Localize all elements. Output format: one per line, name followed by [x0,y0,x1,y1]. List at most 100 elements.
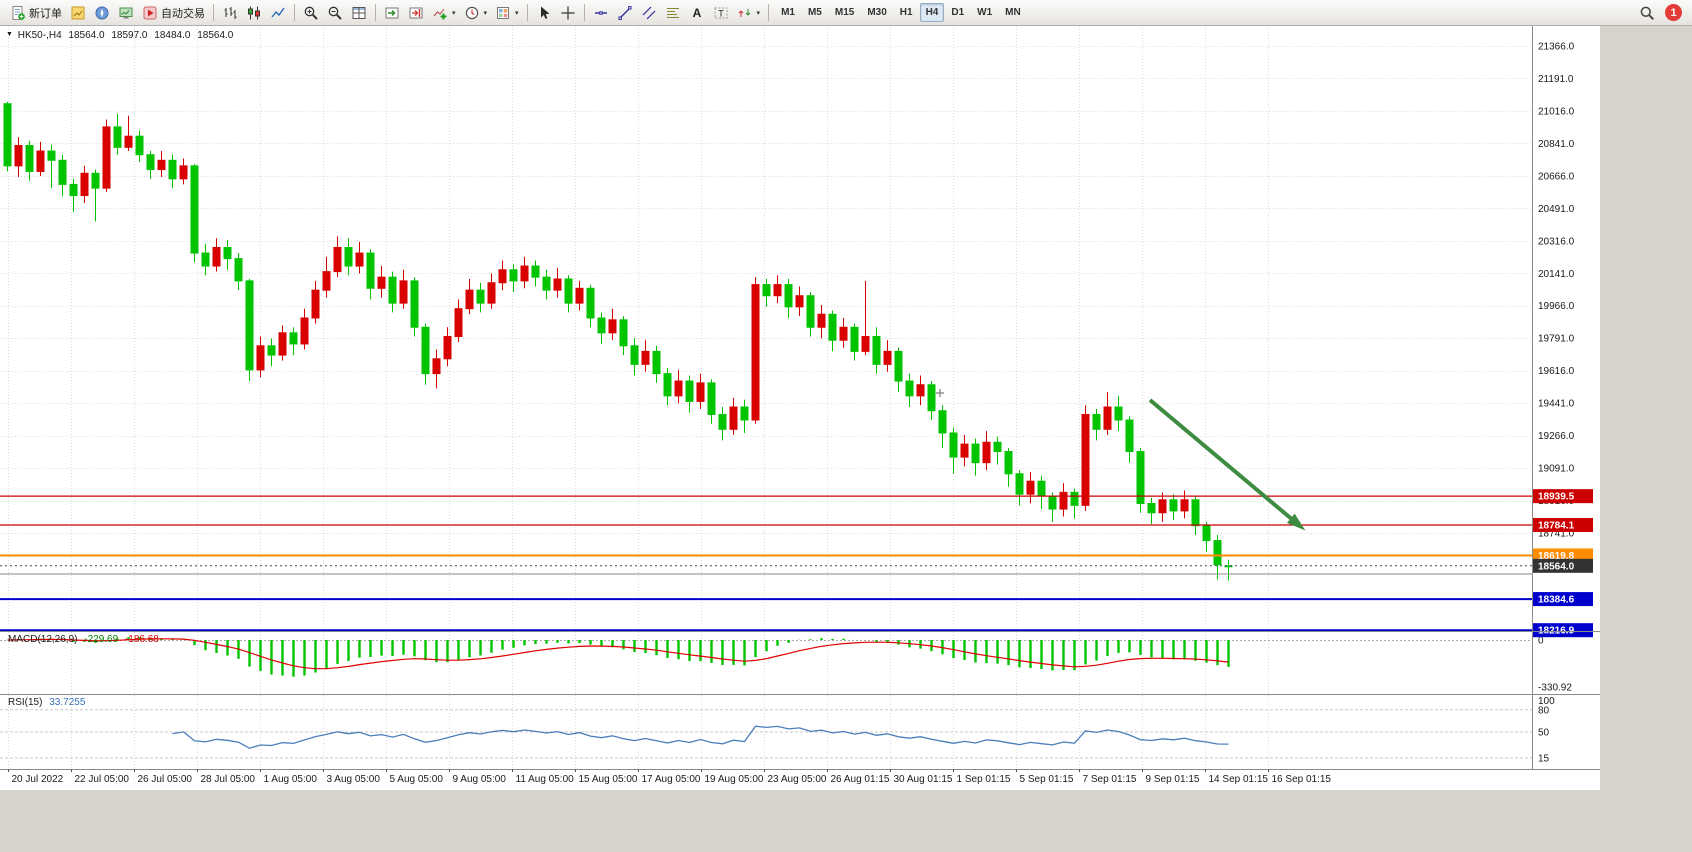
line-chart-button[interactable] [266,2,290,23]
time-axis[interactable]: 20 Jul 2022 22 Jul 05:00 26 Jul 05:00 28 Ju… [8,769,1332,785]
cursor-button[interactable] [532,2,556,23]
toolbar-separator [375,4,376,21]
timeframe-d1[interactable]: D1 [951,7,965,18]
navigator-icon [94,5,110,21]
indicators-button[interactable]: ▾ [428,2,460,23]
svg-text:50: 50 [1538,728,1550,739]
search-button[interactable] [1635,2,1659,23]
candle-body [509,269,518,282]
notification-badge[interactable]: 1 [1665,4,1682,21]
price-axis[interactable] [1533,26,1600,790]
price-badge [1533,623,1593,638]
templates-button[interactable]: ▾ [491,2,523,23]
candlesticks[interactable] [3,101,1233,581]
timeframe-m5[interactable]: M5 [807,7,822,18]
channel-button[interactable] [637,2,661,23]
crosshair-button[interactable] [556,2,580,23]
new-order-button[interactable]: 新订单 [6,2,66,23]
tile-windows-button[interactable] [347,2,371,23]
zoom-out-button[interactable] [323,2,347,23]
candle-body [102,126,111,189]
candle-body [146,154,155,171]
candle-body [14,144,23,167]
new-order-label: 新订单 [29,7,62,20]
candle-body [1048,495,1057,510]
grid-lines [0,26,1532,769]
market-watch-button[interactable] [66,2,90,23]
collapse-arrow-icon[interactable]: ▼ [6,31,13,38]
text-label-button[interactable]: T [709,2,733,23]
fibonacci-button[interactable] [661,2,685,23]
time-label: 7 Sep 01:15 [1083,774,1137,785]
candle-body [542,276,551,291]
timeframe-h4[interactable]: H4 [919,3,945,22]
navigator-button[interactable] [90,2,114,23]
candle-body [1103,406,1112,430]
timeframe-m30[interactable]: M30 [867,7,887,18]
horizontal-line-button[interactable] [589,2,613,23]
candle-body [366,252,375,289]
candle-body [652,350,661,375]
macd-value-signal: -186.68 [124,634,159,645]
candle-body [905,380,914,397]
candle-body [1125,419,1134,453]
rsi-label: RSI(15) 33.7255 [8,697,89,708]
zoom-in-button[interactable] [299,2,323,23]
arrows-button[interactable]: ▾ [733,2,765,23]
macd-histogram [17,637,1230,677]
cross-marker[interactable] [936,389,944,397]
timeframe-h1[interactable]: H1 [899,7,913,18]
arrow-head-icon [1286,513,1306,531]
timeframe-m15[interactable]: M15 [834,7,855,18]
svg-text:A: A [692,6,701,20]
ohlc-high: 18597.0 [111,30,148,41]
candle-body [949,432,958,458]
chevron-down-icon: ▾ [483,9,488,17]
candle-body [179,165,188,180]
candle-body [344,246,353,267]
text-tool-button[interactable]: A [685,2,709,23]
timeframe-mn[interactable]: MN [1005,7,1021,18]
svg-text:21366.0: 21366.0 [1538,42,1575,53]
auto-scroll-button[interactable] [380,2,404,23]
auto-trading-label: 自动交易 [161,7,205,20]
timeframe-m1[interactable]: M1 [781,7,795,18]
trendline-button[interactable] [613,2,637,23]
candle-body [47,150,56,161]
periods-button[interactable]: ▾ [460,2,492,23]
chart-canvas[interactable]: 21366.0 21191.0 21016.0 20841.0 20666.0 20491… [0,26,1600,790]
candle-body [432,358,441,375]
terminal-button[interactable] [114,2,138,23]
chevron-down-icon: ▾ [452,9,456,17]
candle-body [1070,491,1079,506]
candle-body [487,282,496,304]
svg-text:21191.0: 21191.0 [1538,74,1574,85]
candle-body [564,278,573,304]
chart-shift-button[interactable] [404,2,428,23]
time-label: 30 Aug 01:15 [894,774,953,785]
candlestick-chart-button[interactable] [242,2,266,23]
trend-arrow[interactable] [1148,398,1306,531]
candle-body [421,326,430,375]
search-icon [1639,5,1655,21]
svg-text:80: 80 [1538,705,1550,716]
bar-chart-button[interactable] [218,2,242,23]
candle-body [773,284,782,297]
candle-body [894,350,903,382]
auto-trading-button[interactable]: 自动交易 [138,2,209,23]
svg-text:19266.0: 19266.0 [1538,431,1575,442]
chart-window[interactable]: 21366.0 21191.0 21016.0 20841.0 20666.0 20491… [0,26,1600,790]
rsi-name: RSI(15) [8,697,43,708]
svg-text:18741.0: 18741.0 [1538,528,1575,539]
chevron-down-icon: ▾ [756,9,761,17]
time-label: 20 Jul 2022 [12,774,64,785]
candle-body [1202,525,1211,542]
svg-text:18564.0: 18564.0 [1538,561,1575,572]
svg-text:100: 100 [1538,696,1555,707]
candle-body [58,159,67,185]
candle-body [267,345,276,356]
zoom-out-icon [327,5,343,21]
ohlc-low: 18484.0 [154,30,191,41]
candle-body [817,313,826,328]
timeframe-w1[interactable]: W1 [977,7,993,18]
